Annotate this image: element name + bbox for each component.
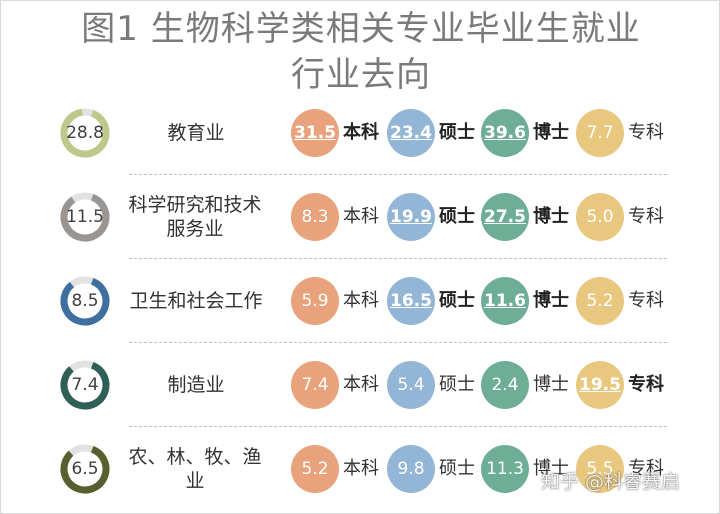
row-separator xyxy=(129,426,667,427)
degree-label: 博士 xyxy=(533,458,569,479)
degree-label: 硕士 xyxy=(439,206,475,227)
degree-label: 本科 xyxy=(343,122,379,143)
industry-label: 教育业 xyxy=(167,122,225,144)
total-value: 28.8 xyxy=(66,123,104,143)
total-ring xyxy=(60,192,110,242)
degree-label: 专科 xyxy=(628,458,664,479)
total-value: 11.5 xyxy=(66,207,104,227)
degree-label: 本科 xyxy=(343,458,379,479)
total-value: 8.5 xyxy=(71,291,99,311)
ring-arc xyxy=(60,360,110,410)
total-ring xyxy=(60,444,110,494)
watermark: 知乎 @科睿赛启 xyxy=(541,471,681,493)
degree-label: 专科 xyxy=(628,374,664,395)
degree-value: 16.5 xyxy=(387,277,435,325)
degree-value: 19.5 xyxy=(576,361,624,409)
degree-label: 本科 xyxy=(343,290,379,311)
degree-value: 39.6 xyxy=(481,109,529,157)
total-ring xyxy=(60,276,110,326)
industry-row: 28.8 教育业 31.5 本科 23.4 硕士 39.6 博士 7.7 专科 xyxy=(1,91,720,175)
industry-label: 科学研究和技术服务业 xyxy=(128,194,262,240)
total-value: 6.5 xyxy=(71,459,99,479)
row-separator xyxy=(129,258,667,259)
degree-label: 专科 xyxy=(628,122,664,143)
degree-value: 31.5 xyxy=(291,109,339,157)
degree-value: 5.9 xyxy=(291,277,339,325)
degree-value: 8.3 xyxy=(291,193,339,241)
industry-row: 11.5 科学研究和技术服务业 8.3 本科 19.9 硕士 27.5 博士 5.0 专科 xyxy=(1,175,720,259)
degree-value: 5.4 xyxy=(387,361,435,409)
ring-arc xyxy=(60,192,110,242)
degree-value: 7.4 xyxy=(291,361,339,409)
degree-label: 本科 xyxy=(343,374,379,395)
degree-value: 9.8 xyxy=(387,445,435,493)
total-ring xyxy=(60,360,110,410)
chart-title-line1: 图1 生物科学类相关专业毕业生就业 xyxy=(81,9,641,49)
industry-row: 8.5 卫生和社会工作 5.9 本科 16.5 硕士 11.6 博士 5.2 专科 xyxy=(1,259,720,343)
degree-label: 专科 xyxy=(628,206,664,227)
chart-title-line2: 行业去向 xyxy=(291,55,431,95)
industry-row: 6.5 农、林、牧、渔业 5.2 本科 9.8 硕士 11.3 博士 5.5 专科 xyxy=(1,427,720,511)
total-ring xyxy=(60,108,110,158)
degree-label: 博士 xyxy=(533,122,569,143)
degree-label: 硕士 xyxy=(439,458,475,479)
industry-label: 卫生和社会工作 xyxy=(129,290,263,312)
degree-label: 硕士 xyxy=(439,122,475,143)
row-separator xyxy=(129,342,667,343)
degree-value: 27.5 xyxy=(481,193,529,241)
degree-value: 23.4 xyxy=(387,109,435,157)
degree-value: 5.0 xyxy=(576,193,624,241)
industry-label: 农、林、牧、渔业 xyxy=(128,446,262,492)
degree-label: 硕士 xyxy=(439,374,475,395)
degree-label: 专科 xyxy=(628,290,664,311)
degree-value: 19.9 xyxy=(387,193,435,241)
degree-value: 11.6 xyxy=(481,277,529,325)
ring-arc xyxy=(60,276,110,326)
degree-label: 硕士 xyxy=(439,290,475,311)
degree-label: 博士 xyxy=(533,374,569,395)
degree-value: 5.2 xyxy=(576,277,624,325)
degree-value: 5.2 xyxy=(291,445,339,493)
degree-value: 2.4 xyxy=(481,361,529,409)
ring-arc xyxy=(60,444,110,494)
degree-value: 5.5 xyxy=(576,445,624,493)
industry-row: 7.4 制造业 7.4 本科 5.4 硕士 2.4 博士 19.5 专科 xyxy=(1,343,720,427)
degree-value: 7.7 xyxy=(576,109,624,157)
total-value: 7.4 xyxy=(71,375,99,395)
industry-label: 制造业 xyxy=(167,374,225,396)
degree-label: 博士 xyxy=(533,206,569,227)
ring-arc xyxy=(60,108,110,158)
degree-value: 11.3 xyxy=(481,445,529,493)
degree-label: 本科 xyxy=(343,206,379,227)
row-separator xyxy=(129,174,667,175)
degree-label: 博士 xyxy=(533,290,569,311)
